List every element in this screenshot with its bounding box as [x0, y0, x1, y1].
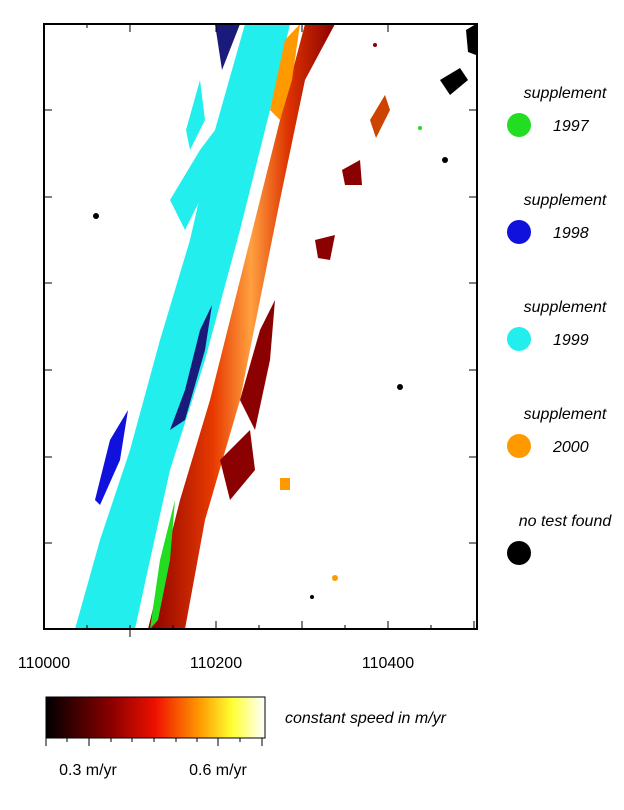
legend-swatch — [507, 327, 531, 351]
legend-label: supplement — [524, 299, 607, 316]
x-tick-label: 110000 — [18, 655, 70, 672]
colorbar-ticks — [45, 738, 263, 746]
x-tick-label: 110200 — [190, 655, 242, 672]
legend-year: 2000 — [552, 439, 589, 456]
colorbar-label: constant speed in m/yr — [285, 710, 447, 727]
legend-year: 1998 — [553, 225, 589, 242]
colorbar — [45, 696, 266, 739]
legend-swatch — [507, 220, 531, 244]
legend-year: 1999 — [553, 332, 589, 349]
legend-label: supplement — [524, 406, 607, 423]
colorbar-tick-label: 0.6 m/yr — [189, 762, 247, 779]
legend-label: no test found — [519, 513, 613, 530]
colorbar-tick-label: 0.3 m/yr — [59, 762, 117, 779]
legend-year: 1997 — [553, 118, 590, 135]
map-imagery — [75, 24, 476, 629]
plot-frame — [43, 23, 478, 637]
legend-label: supplement — [524, 192, 607, 209]
legend-label: supplement — [524, 85, 607, 102]
legend-swatch — [507, 113, 531, 137]
x-tick-label: 110400 — [362, 655, 414, 672]
legend-swatch — [507, 541, 531, 565]
legend-swatch — [507, 434, 531, 458]
